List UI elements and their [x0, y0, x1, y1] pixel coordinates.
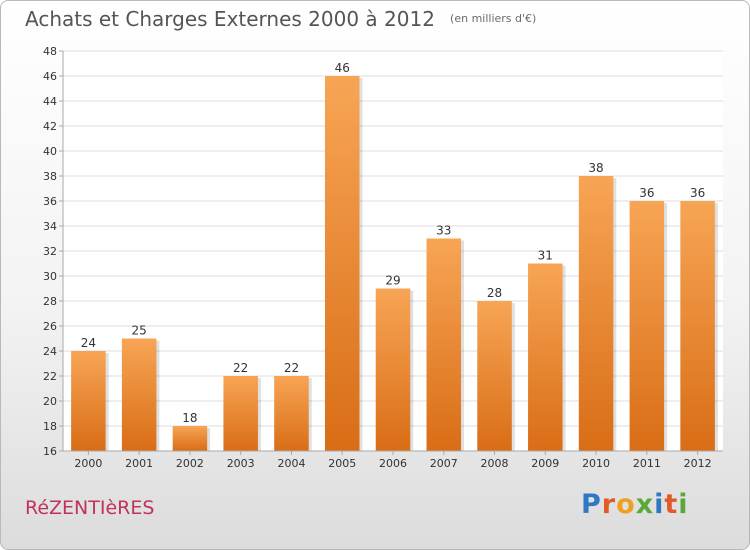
x-tick-label: 2010: [582, 457, 610, 470]
y-tick-label: 30: [43, 270, 57, 283]
bar-2007: [426, 238, 462, 451]
value-label: 22: [233, 361, 248, 375]
proxiti-logo-letter: t: [664, 489, 679, 520]
proxiti-logo-letter: o: [616, 489, 636, 520]
bar-2002: [172, 426, 208, 451]
proxiti-logo-letter: r: [601, 489, 617, 520]
bar-2003: [223, 376, 258, 451]
x-tick-label: 2006: [379, 457, 407, 470]
proxiti-logo-letter: i: [678, 489, 689, 520]
y-tick-label: 28: [43, 295, 57, 308]
proxiti-logo: Proxiti: [581, 489, 689, 520]
value-label: 22: [284, 361, 299, 375]
y-tick-label: 18: [43, 420, 57, 433]
value-label: 33: [436, 224, 451, 238]
y-tick-label: 20: [43, 395, 57, 408]
y-tick-label: 16: [43, 445, 57, 458]
value-labels: 24 25 18 22 22 46 29 33 28 31 38 36 36: [81, 61, 706, 425]
bar-2008: [477, 301, 512, 451]
x-tick-label: 2002: [176, 457, 204, 470]
bars: [71, 76, 718, 455]
y-tick-label: 32: [43, 245, 57, 258]
y-tick-label: 38: [43, 170, 57, 183]
value-label: 25: [132, 324, 147, 338]
value-label: 28: [487, 286, 502, 300]
y-tick-label: 26: [43, 320, 57, 333]
chart-title: Achats et Charges Externes 2000 à 2012: [25, 7, 435, 31]
x-tick-label: 2003: [227, 457, 255, 470]
y-tick-label: 40: [43, 145, 57, 158]
bar-2006: [375, 288, 411, 451]
bar-2011: [629, 201, 665, 451]
bar-2004: [274, 376, 309, 451]
x-tick-label: 2000: [74, 457, 102, 470]
value-label: 46: [335, 61, 350, 75]
y-tick-label: 42: [43, 120, 57, 133]
value-label: 36: [639, 186, 654, 200]
bar-2001: [121, 338, 157, 451]
x-tick-label: 2005: [328, 457, 356, 470]
x-tick-label: 2001: [125, 457, 153, 470]
y-tick-labels: 16 18 20 22 24 26 28 30 32 34 36 38 40 42 44 46 48: [43, 45, 57, 458]
value-label: 24: [81, 336, 96, 350]
value-label: 38: [588, 161, 603, 175]
value-label: 18: [182, 411, 197, 425]
bar-2009: [528, 263, 563, 451]
bar-2010: [578, 176, 614, 451]
proxiti-logo-letter: i: [654, 489, 665, 520]
y-tick-label: 48: [43, 45, 57, 58]
proxiti-logo-letter: x: [635, 489, 655, 520]
town-name: RéZENTIèRES: [25, 497, 155, 519]
y-tick-label: 34: [43, 220, 57, 233]
bar-2000: [71, 351, 106, 451]
x-tick-label: 2012: [684, 457, 712, 470]
x-tick-label: 2011: [633, 457, 661, 470]
x-tick-label: 2009: [531, 457, 559, 470]
x-tick-label: 2004: [277, 457, 305, 470]
value-label: 29: [385, 274, 400, 288]
value-label: 31: [538, 249, 553, 263]
x-tick-labels: 2000 2001 2002 2003 2004 2005 2006 2007 2008 2009…: [74, 457, 711, 470]
bar-2012: [680, 201, 715, 451]
chart-header: Achats et Charges Externes 2000 à 2012 (…: [25, 7, 536, 31]
x-tick-label: 2008: [481, 457, 509, 470]
y-tick-label: 46: [43, 70, 57, 83]
x-tick-label: 2007: [430, 457, 458, 470]
proxiti-logo-letter: P: [581, 489, 602, 520]
bar-2005: [324, 76, 360, 451]
y-tick-label: 36: [43, 195, 57, 208]
value-label: 36: [690, 186, 705, 200]
y-tick-label: 44: [43, 95, 57, 108]
y-tick-label: 22: [43, 370, 57, 383]
chart-subtitle: (en milliers d'€): [450, 12, 537, 25]
y-tick-label: 24: [43, 345, 57, 358]
